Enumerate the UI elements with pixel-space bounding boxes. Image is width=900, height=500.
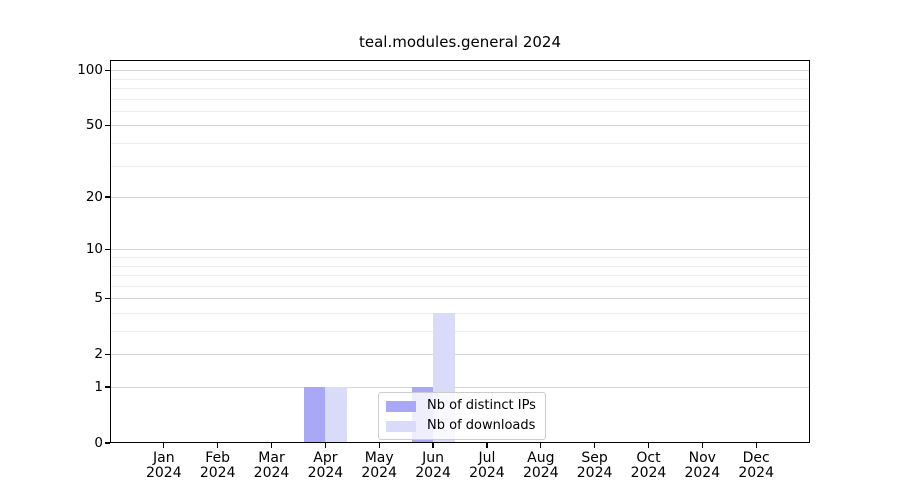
chart-title: teal.modules.general 2024 [359,33,561,51]
y-gridline-minor [110,313,810,314]
bar-downloads [325,387,347,443]
y-tick-mark [105,124,110,127]
x-tick-mark [378,443,380,448]
legend: Nb of distinct IPs Nb of downloads [378,392,546,440]
y-gridline-minor [110,265,810,267]
y-gridline-major [110,125,810,127]
legend-label-distinct-ips: Nb of distinct IPs [427,398,536,413]
y-gridline-minor [110,285,810,287]
x-tick-label: Apr 2024 [307,450,344,481]
x-tick-label: Jul 2024 [469,450,505,481]
legend-item-distinct-ips: Nb of distinct IPs [386,398,536,414]
x-tick-label: Sep 2024 [576,450,613,481]
y-tick-label: 0 [94,435,103,451]
y-gridline-minor [110,88,810,89]
y-gridline-major [110,249,810,251]
y-tick-mark [105,386,110,388]
legend-swatch-distinct-ips [386,400,416,412]
x-tick-mark [486,443,488,448]
x-tick-mark [647,443,650,448]
x-tick-mark [432,443,434,448]
x-tick-label: Aug 2024 [522,450,559,481]
x-tick-mark [324,443,327,448]
x-tick-mark [540,443,542,448]
legend-swatch-downloads [386,420,416,432]
y-tick-mark [105,196,110,198]
y-gridline-minor [110,78,810,80]
x-tick-label: Oct 2024 [630,450,667,481]
y-tick-mark [105,297,110,299]
legend-item-downloads: Nb of downloads [386,418,536,434]
y-gridline-minor [110,331,810,332]
y-tick-mark [105,442,110,444]
x-tick-label: Feb 2024 [199,450,236,481]
y-gridline-major [110,70,810,72]
y-gridline-minor [110,165,810,167]
y-tick-label: 5 [94,290,103,307]
y-tick-label: 20 [85,189,103,206]
y-tick-label: 1 [94,379,103,395]
x-tick-mark [755,443,757,448]
x-tick-mark [163,443,165,448]
y-tick-mark [105,248,110,250]
x-tick-label: Jan 2024 [145,450,182,481]
bar-distinct-ips [303,387,326,443]
x-tick-label: Nov 2024 [684,450,721,481]
y-tick-label: 50 [85,117,103,134]
plot-area: Nb of distinct IPs Nb of downloads [110,60,810,443]
y-tick-mark [105,353,110,355]
x-tick-label: Mar 2024 [253,450,290,481]
y-gridline-major [110,354,810,356]
y-gridline-minor [110,98,810,100]
x-tick-label: Dec 2024 [738,450,774,481]
y-gridline-major [110,387,810,388]
y-gridline-minor [110,257,810,258]
x-tick-mark [217,443,219,448]
x-tick-mark [701,443,703,448]
y-gridline-major [110,298,810,300]
y-gridline-minor [110,110,810,112]
y-tick-label: 10 [85,241,103,258]
y-gridline-major [110,197,810,199]
y-tick-label: 100 [77,62,103,79]
y-tick-mark [105,69,110,71]
y-gridline-minor [110,275,810,276]
y-gridline-minor [110,143,810,144]
legend-label-downloads: Nb of downloads [427,418,536,433]
x-tick-mark [593,443,596,448]
y-tick-label: 2 [94,346,103,363]
x-tick-label: May 2024 [361,450,397,481]
x-tick-mark [270,443,273,448]
x-tick-label: Jun 2024 [415,450,451,481]
